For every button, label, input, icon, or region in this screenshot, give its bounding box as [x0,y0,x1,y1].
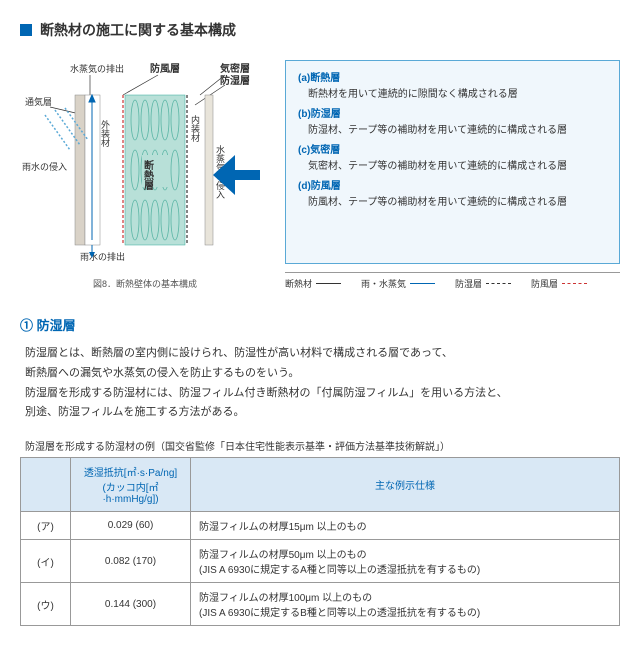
label-tsukiso: 通気層 [25,96,52,107]
info-item: (d)防風層 防風材、テープ等の補助材を用いて連続的に構成される層 [298,179,607,211]
material-table: 透湿抵抗[㎡·s·Pa/ng] (カッコ内[㎡·h·mmHg/g]) 主な例示仕… [20,457,620,626]
info-item-desc: 防風材、テープ等の補助材を用いて連続的に構成される層 [308,195,607,211]
diagram-area: 水蒸気の排出 防風層 気密層 防湿層 通気層 雨水の侵入 外装材 [20,60,270,290]
info-box: (a)断熱層 断熱材を用いて連続的に隙間なく構成される層 (b)防湿層 防湿材、… [285,60,620,264]
info-item-title: (a)断熱層 [298,71,607,87]
section-body: 防湿層とは、断熱層の室内側に設けられ、防湿性が高い材料で構成される層であって、 … [20,344,620,423]
table-caption: 防湿層を形成する防湿材の例（国交省監修「日本住宅性能表示基準・評価方法基準技術解… [20,438,620,453]
table-cell: (ア) [21,512,71,540]
info-item-desc: 気密材、テープ等の補助材を用いて連続的に構成される層 [308,159,607,175]
info-item-title: (b)防湿層 [298,107,607,123]
legend-item: 防風層 [531,277,587,290]
legend-item: 防湿層 [455,277,511,290]
info-item: (b)防湿層 防湿材、テープ等の補助材を用いて連続的に構成される層 [298,107,607,139]
diagram-caption: 図8．断熱壁体の基本構成 [20,277,270,290]
table-cell: (ウ) [21,583,71,626]
table-row: (ア) 0.029 (60) 防湿フィルムの材厚15μm 以上のもの [21,512,620,540]
table-cell: 防湿フィルムの材厚100μm 以上のもの (JIS A 6930に規定するB種と… [191,583,620,626]
label-gaisozai: 外装材 [100,119,110,147]
table-cell: 0.082 (170) [71,540,191,583]
page-title-row: 断熱材の施工に関する基本構成 [20,20,620,40]
label-amamizu: 雨水の侵入 [22,161,67,172]
table-header: 主な例示仕様 [191,458,620,512]
table-row: (イ) 0.082 (170) 防湿フィルムの材厚50μm 以上のもの (JIS… [21,540,620,583]
section-title: ① 防湿層 [20,315,620,334]
table-row: (ウ) 0.144 (300) 防湿フィルムの材厚100μm 以上のもの (JI… [21,583,620,626]
page-title: 断熱材の施工に関する基本構成 [40,20,236,40]
table-cell: 防湿フィルムの材厚15μm 以上のもの [191,512,620,540]
outer-wall [75,95,85,245]
legend-item: 雨・水蒸気 [361,277,435,290]
info-item-desc: 断熱材を用いて連続的に隙間なく構成される層 [308,87,607,103]
title-square-icon [20,24,32,36]
label-bofuso: 防風層 [150,62,180,75]
label-dannetsuzo: 断熱層 [142,159,154,191]
label-naisozai: 内装材 [190,114,200,142]
table-cell: 0.029 (60) [71,512,191,540]
legend-item: 断熱材 [285,277,341,290]
legend: 断熱材 雨・水蒸気 防湿層 防風層 [285,272,620,290]
table-cell: 防湿フィルムの材厚50μm 以上のもの (JIS A 6930に規定するA種と同… [191,540,620,583]
info-item: (c)気密層 気密材、テープ等の補助材を用いて連続的に構成される層 [298,143,607,175]
info-item-desc: 防湿材、テープ等の補助材を用いて連続的に構成される層 [308,123,607,139]
table-cell: 0.144 (300) [71,583,191,626]
label-mizujyoki-haishutsu: 水蒸気の排出 [70,63,124,74]
wall-diagram: 水蒸気の排出 防風層 気密層 防湿層 通気層 雨水の侵入 外装材 [20,60,270,270]
table-header [21,458,71,512]
table-header: 透湿抵抗[㎡·s·Pa/ng] (カッコ内[㎡·h·mmHg/g]) [71,458,191,512]
label-amamizu-haishutsu: 雨水の排出 [80,251,125,262]
label-kimitsuso: 気密層 [219,62,250,75]
info-item-title: (d)防風層 [298,179,607,195]
table-cell: (イ) [21,540,71,583]
info-item-title: (c)気密層 [298,143,607,159]
info-item: (a)断熱層 断熱材を用いて連続的に隙間なく構成される層 [298,71,607,103]
top-section: 水蒸気の排出 防風層 気密層 防湿層 通気層 雨水の侵入 外装材 [20,60,620,290]
